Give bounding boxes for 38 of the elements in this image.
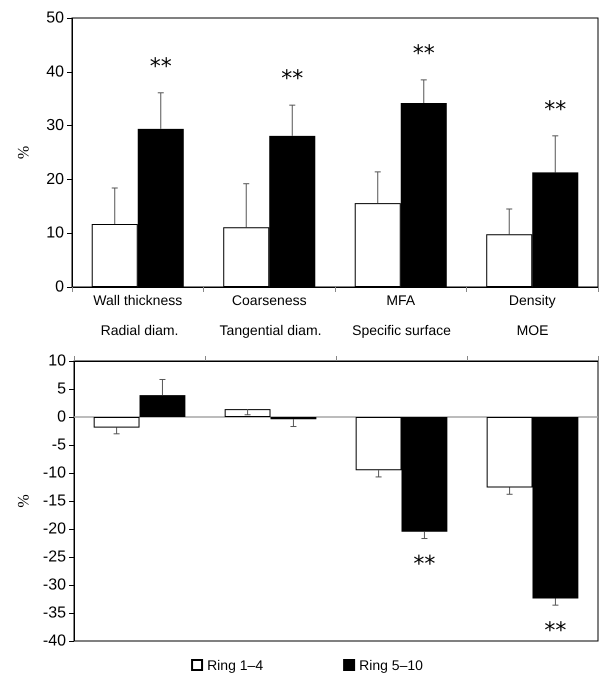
y-tick-label: -30 xyxy=(42,576,66,594)
x-tick-label: MOE xyxy=(516,322,548,338)
x-tick-label: Tangential diam. xyxy=(220,322,322,338)
x-tick-label: Wall thickness xyxy=(93,292,182,308)
x-tick-label: Density xyxy=(508,292,556,308)
annotation: ** xyxy=(413,552,436,578)
bar xyxy=(94,417,140,428)
y-tick-label: -15 xyxy=(42,492,66,510)
y-tick-label: 5 xyxy=(57,380,66,398)
y-tick-label: 50 xyxy=(46,10,64,26)
y-tick-label: 20 xyxy=(46,170,64,188)
legend-label: Ring 5–10 xyxy=(359,657,424,673)
annotation: ** xyxy=(150,54,172,80)
x-tick-label: Specific surface xyxy=(352,322,452,338)
x-tick-label: Coarseness xyxy=(232,292,307,308)
y-tick-label: -20 xyxy=(42,520,66,538)
y-tick-label: 10 xyxy=(48,352,66,370)
y-tick-label: 0 xyxy=(55,278,64,296)
annotation: ** xyxy=(544,97,566,122)
y-axis-title: % xyxy=(16,494,32,508)
y-tick-label: 0 xyxy=(57,408,66,426)
y-tick-label: -40 xyxy=(42,632,66,650)
annotation: ** xyxy=(544,618,566,644)
y-axis-title: % xyxy=(16,146,32,160)
y-tick-label: -25 xyxy=(42,548,66,566)
y-tick-label: 10 xyxy=(46,224,64,242)
x-tick-label: Radial diam. xyxy=(100,322,178,338)
annotation: ** xyxy=(281,66,304,92)
legend-label: Ring 1–4 xyxy=(207,657,264,673)
y-tick-label: -10 xyxy=(42,464,66,482)
bar xyxy=(140,395,186,417)
y-tick-label: 40 xyxy=(46,63,64,80)
y-tick-label: 30 xyxy=(46,117,64,134)
x-tick-label: MFA xyxy=(386,292,416,308)
bar xyxy=(224,409,271,417)
annotation: ** xyxy=(412,41,435,66)
y-tick-label: -5 xyxy=(52,436,66,454)
y-tick-label: -35 xyxy=(42,604,66,622)
